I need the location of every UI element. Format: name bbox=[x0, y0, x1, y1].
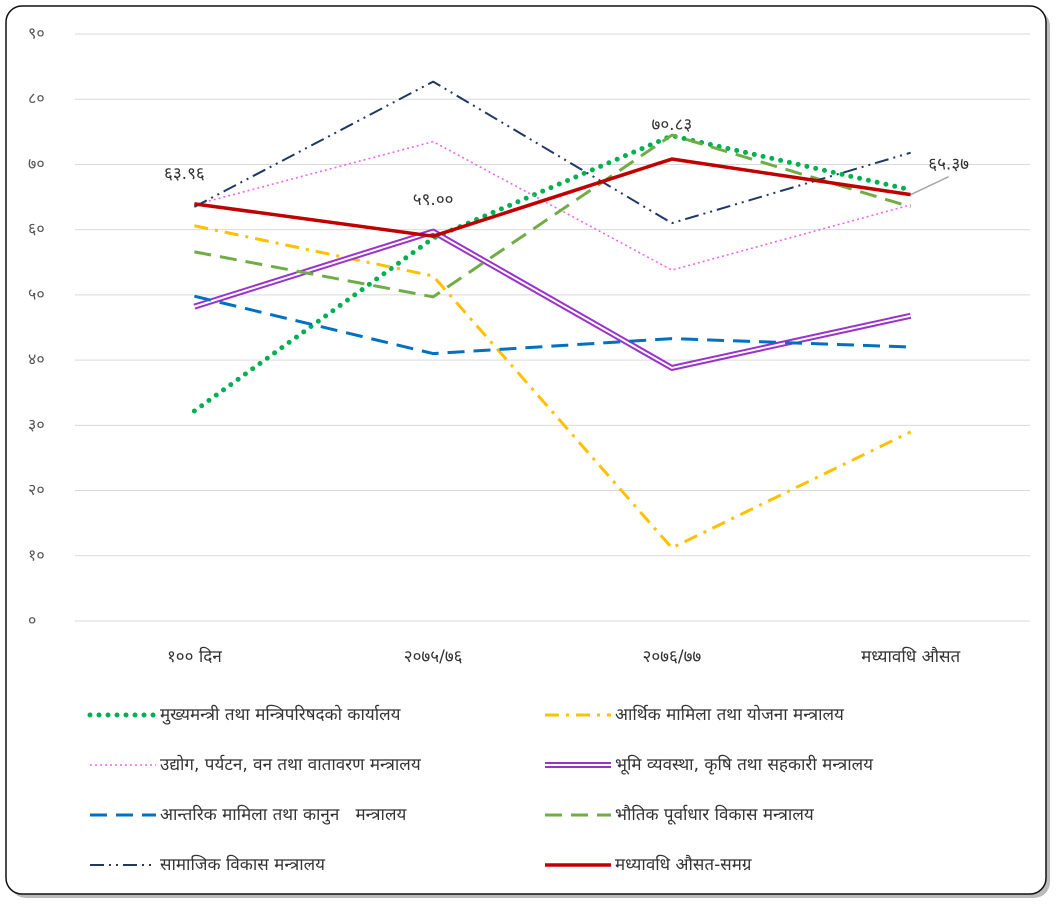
y-tick-label: २० bbox=[28, 480, 45, 499]
legend-label: भौतिक पूर्वाधार विकास मन्त्रालय bbox=[615, 804, 815, 825]
y-tick-label: १० bbox=[28, 545, 45, 564]
x-tick-label: १०० दिन bbox=[167, 646, 222, 667]
legend-label: सामाजिक विकास मन्त्रालय bbox=[160, 854, 326, 875]
x-tick-label: २०७६/७७ bbox=[642, 647, 701, 667]
data-label: ५९.०० bbox=[413, 190, 454, 210]
legend-label: उद्योग, पर्यटन, वन तथा वातावरण मन्त्रालय bbox=[160, 754, 422, 775]
x-tick-label: २०७५/७६ bbox=[404, 647, 463, 667]
legend-label: आन्तरिक मामिला तथा कानुन मन्त्रालय bbox=[160, 804, 407, 825]
series-line bbox=[194, 133, 912, 299]
y-tick-label: ७० bbox=[28, 154, 45, 173]
series-line bbox=[194, 140, 911, 271]
legend-label: मुख्यमन्त्री तथा मन्त्रिपरिषदको कार्यालय bbox=[160, 704, 402, 725]
legend-label: मध्यावधि औसत-समग्र bbox=[615, 854, 752, 875]
y-tick-label: ० bbox=[28, 611, 36, 630]
y-tick-label: ३० bbox=[28, 415, 45, 434]
series-line bbox=[193, 80, 911, 225]
series-line bbox=[194, 157, 911, 238]
y-tick-label: ८० bbox=[28, 89, 45, 108]
data-label: ६३.९६ bbox=[164, 164, 205, 184]
y-tick-label: ४० bbox=[28, 350, 45, 369]
legend-label: आर्थिक मामिला तथा योजना मन्त्रालय bbox=[615, 704, 845, 725]
x-tick-label: मध्यावधि औसत bbox=[861, 646, 960, 667]
y-tick-label: ५० bbox=[28, 284, 45, 303]
y-tick-label: ९० bbox=[28, 24, 45, 43]
series-line bbox=[194, 294, 911, 356]
leader-line bbox=[910, 175, 949, 196]
data-label: ६५.३७ bbox=[928, 155, 969, 175]
data-label: ७०.८३ bbox=[651, 115, 692, 135]
series-line bbox=[194, 224, 912, 550]
legend-label: भूमि व्यवस्था, कृषि तथा सहकारी मन्त्रालय bbox=[615, 754, 874, 775]
y-tick-label: ६० bbox=[28, 219, 45, 238]
series-line bbox=[191, 133, 914, 414]
frame bbox=[5, 5, 1047, 895]
